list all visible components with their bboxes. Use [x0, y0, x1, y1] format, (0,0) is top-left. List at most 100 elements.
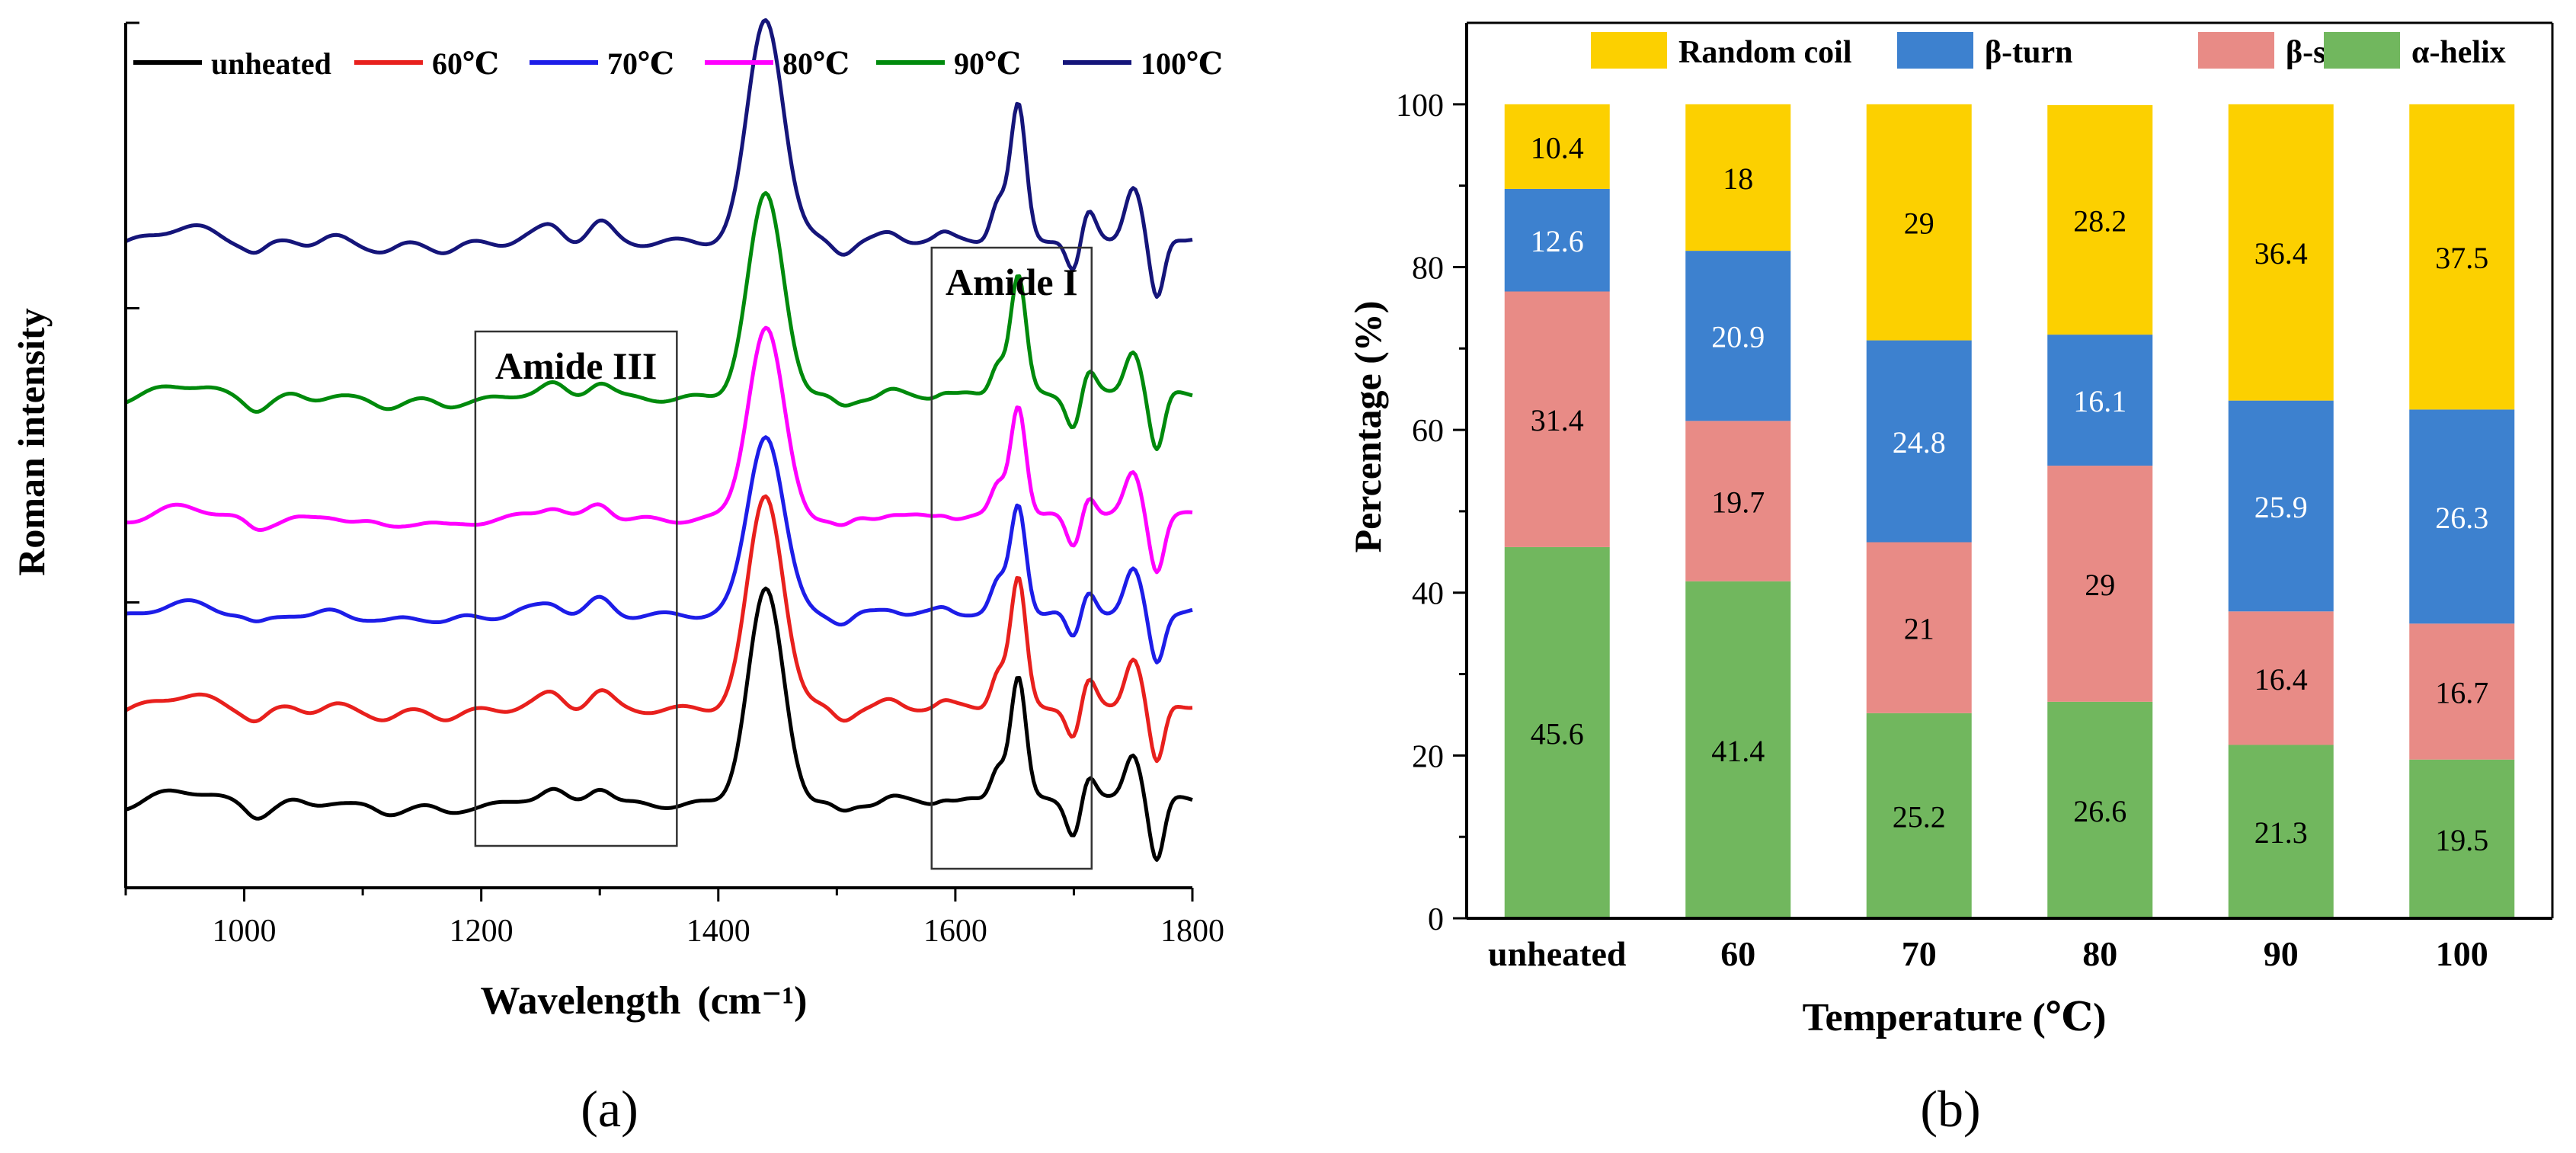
bar-segment-random-coil: [1685, 104, 1791, 251]
bar-value-label: 10.4: [1531, 130, 1584, 165]
bar-segment-beta-sheet: [2047, 466, 2153, 702]
bar-value-label: 37.5: [2435, 241, 2488, 275]
bar-segment-alpha-helix: [1866, 713, 1972, 918]
panel-b-y-tick-label: 80: [1412, 251, 1444, 286]
bar-segment-beta-turn: [1685, 251, 1791, 421]
bar-segment-random-coil: [2409, 104, 2515, 410]
bar-value-label: 29: [1904, 207, 1934, 241]
spectrum-line-100c: [124, 18, 1193, 299]
spectrum-line-90c: [125, 191, 1193, 451]
panel-b-y-tick-label: 20: [1412, 739, 1444, 774]
panel-b-x-tick-label: 80: [2082, 934, 2117, 973]
panel-a-axes: 1000 1200 1400 1600 1800: [124, 21, 1224, 949]
bar-segment-alpha-helix: [1685, 581, 1791, 918]
bar-segment-random-coil: [1504, 104, 1610, 189]
bar-value-label: 20.9: [1711, 320, 1765, 354]
bar-value-label: 29: [2085, 568, 2115, 602]
panel-a-x-axis-label-name: Wavelength: [481, 979, 681, 1023]
panel-b-x-tick-label: 60: [1720, 934, 1755, 973]
bar-segment-beta-turn: [2047, 335, 2153, 466]
panel-a-x-tick-label: 1800: [1160, 914, 1224, 949]
bar-value-label: 36.4: [2254, 236, 2308, 271]
bar-segment-beta-sheet: [2228, 611, 2334, 745]
legend-label-beta-turn: β-turn: [1985, 35, 2072, 70]
panel-a-label: (a): [581, 1080, 638, 1138]
bar-value-label: 12.6: [1531, 224, 1584, 258]
bar-segment-beta-turn: [1504, 188, 1610, 292]
bar-segment-beta-turn: [1866, 340, 1972, 543]
panel-b-y-axis-label: Percentage (%): [1346, 301, 1389, 553]
legend-label-100c: 100℃: [1141, 46, 1223, 81]
legend-label-60c: 60℃: [432, 46, 499, 81]
legend-swatch-random-coil: [1591, 32, 1667, 69]
legend-label-90c: 90℃: [954, 46, 1021, 81]
legend-label-70c: 70℃: [607, 46, 674, 81]
panel-b-x-tick-label: 70: [1902, 934, 1937, 973]
panel-a-x-axis-label: Wavelength (cm⁻¹): [481, 979, 808, 1023]
spectrum-line-unheated: [125, 586, 1193, 862]
annotation-label-amide-i: Amide I: [946, 261, 1078, 303]
bar-segment-beta-turn: [2228, 400, 2334, 612]
bar-value-label: 31.4: [1531, 403, 1584, 437]
bar-value-label: 16.4: [2254, 662, 2308, 697]
panel-b-x-tick-label: unheated: [1488, 934, 1627, 973]
legend-swatch-beta-sheet: [2198, 32, 2274, 69]
panel-a-x-tick-label: 1400: [686, 914, 750, 949]
panel-b-secondary-structure: 45.6 31.4 12.6 10.4 41.4 19.7 20.9 18 25.2 21 24.8…: [1346, 21, 2554, 1138]
panel-b-y-tick-label: 60: [1412, 414, 1444, 449]
spectrum-line-60c: [124, 494, 1193, 764]
panel-b-stacked-bars: 45.6 31.4 12.6 10.4 41.4 19.7 20.9 18 25.2 21 24.8…: [1504, 104, 2515, 918]
bar-segment-beta-sheet: [1866, 542, 1972, 713]
annotation-box-amide-i: [930, 246, 1093, 870]
panel-a-x-axis-label-unit: (cm⁻¹): [697, 979, 807, 1023]
bar-segment-alpha-helix: [2047, 701, 2153, 918]
bar-value-label: 16.1: [2073, 384, 2126, 418]
panel-b-y-tick-label: 100: [1396, 88, 1444, 123]
bar-segment-random-coil: [2228, 104, 2334, 401]
annotation-box-amide-iii: [474, 330, 678, 847]
spectrum-line-70c: [125, 435, 1193, 665]
panel-a-raman-spectra: Amide III Amide I 1000 1200 1400 1600 1800 un…: [10, 18, 1224, 1138]
annotation-label-amide-iii: Amide III: [495, 344, 658, 387]
bar-value-label: 28.2: [2073, 204, 2126, 239]
panel-b-label: (b): [1920, 1080, 1980, 1138]
legend-label-alpha-helix: α-helix: [2411, 35, 2506, 70]
bar-value-label: 26.3: [2435, 501, 2488, 535]
legend-label-random-coil: Random coil: [1678, 35, 1852, 70]
spectrum-line-80c: [125, 325, 1193, 575]
bar-value-label: 19.5: [2435, 823, 2488, 857]
bar-value-label: 21: [1904, 612, 1934, 646]
panel-b-y-tick-label: 40: [1412, 577, 1444, 612]
panel-a-y-axis-label: Roman intensity: [10, 308, 53, 575]
bar-value-label: 45.6: [1531, 716, 1584, 751]
bar-segment-beta-sheet: [1685, 421, 1791, 581]
bar-segment-alpha-helix: [2228, 745, 2334, 918]
bar-value-label: 25.2: [1893, 799, 1946, 834]
panel-b-x-tick-label: 100: [2436, 934, 2488, 973]
panel-b-x-axis-label: Temperature (℃): [1803, 996, 2107, 1039]
legend-swatch-beta-turn: [1897, 32, 1973, 69]
legend-swatch-alpha-helix: [2324, 32, 2400, 69]
bar-segment-random-coil: [2047, 104, 2153, 335]
panel-b-axes: unheated 60 70 80 90 100 0 20 40 60 80 100: [1396, 21, 2554, 973]
bar-segment-alpha-helix: [1504, 546, 1610, 918]
panel-a-x-tick-label: 1200: [450, 914, 514, 949]
legend-label-unheated: unheated: [211, 46, 331, 81]
bar-value-label: 24.8: [1893, 425, 1946, 460]
bar-value-label: 18: [1723, 162, 1753, 196]
panel-a-legend: unheated 60℃ 70℃ 80℃ 90℃ 100℃: [133, 46, 1223, 81]
bar-segment-beta-sheet: [1504, 291, 1610, 547]
panel-a-x-tick-label: 1600: [923, 914, 987, 949]
bar-value-label: 21.3: [2254, 815, 2308, 850]
bar-segment-beta-turn: [2409, 409, 2515, 624]
bar-value-label: 19.7: [1711, 485, 1765, 520]
panel-b-x-tick-label: 90: [2264, 934, 2299, 973]
panel-b-y-tick-label: 0: [1428, 902, 1444, 937]
bar-value-label: 41.4: [1711, 734, 1765, 768]
bar-segment-random-coil: [1866, 104, 1972, 341]
bar-value-label: 26.6: [2073, 794, 2126, 828]
panel-a-annotations: Amide III Amide I: [474, 246, 1093, 870]
bar-value-label: 25.9: [2254, 490, 2308, 524]
